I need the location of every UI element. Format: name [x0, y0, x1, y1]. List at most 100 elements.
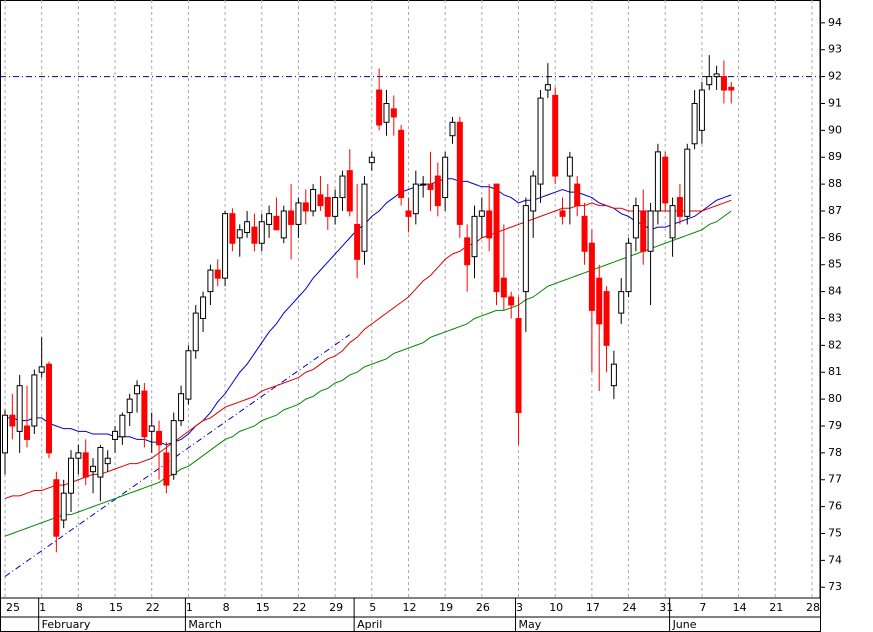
candle-body — [192, 312, 199, 352]
candle-body — [728, 86, 735, 91]
candle-body — [24, 425, 31, 440]
x-tick-label: 10 — [549, 601, 563, 614]
candle-body — [662, 156, 669, 204]
y-tick-label: 84 — [828, 285, 842, 298]
candle-body — [368, 156, 375, 164]
month-label: May — [519, 618, 542, 631]
candle-body — [669, 205, 676, 239]
x-tick-label: 15 — [256, 601, 270, 614]
candle-body — [376, 89, 383, 126]
candle-body — [2, 414, 8, 454]
candle-body — [405, 210, 412, 217]
month-label: April — [357, 618, 382, 631]
y-tick-label: 93 — [828, 43, 842, 56]
plot-border — [0, 0, 821, 632]
candle-body — [302, 202, 309, 212]
candle-body — [588, 242, 595, 311]
candle-body — [273, 215, 280, 231]
y-tick-label: 83 — [828, 311, 842, 324]
x-tick-label: 19 — [439, 601, 453, 614]
candle-body — [559, 210, 566, 217]
x-tick-label: 1 — [39, 601, 46, 614]
candle-body — [640, 210, 647, 252]
x-tick-label: 21 — [769, 601, 783, 614]
candle-body — [647, 210, 654, 252]
candle-body — [500, 277, 507, 298]
month-label: March — [188, 618, 222, 631]
candle-body — [163, 452, 170, 486]
candle-body — [420, 183, 427, 186]
x-tick-label: 5 — [369, 601, 376, 614]
candle-body — [574, 183, 581, 207]
y-tick-label: 77 — [828, 473, 842, 486]
x-tick-label: 1 — [186, 601, 193, 614]
y-tick-label: 85 — [828, 258, 842, 271]
candle-body — [97, 446, 104, 478]
candle-body — [530, 175, 537, 212]
x-tick-label: 12 — [402, 601, 416, 614]
candle-body — [280, 210, 287, 239]
candle-body — [60, 492, 67, 521]
candle-body — [632, 205, 639, 239]
candle-body — [324, 197, 331, 217]
candle-body — [82, 452, 89, 478]
x-tick-label: 15 — [109, 601, 123, 614]
candle-body — [456, 121, 463, 225]
candle-body — [75, 452, 82, 459]
x-tick-label: 29 — [329, 601, 343, 614]
candle-body — [214, 269, 221, 279]
y-tick-label: 89 — [828, 150, 842, 163]
candle-body — [390, 108, 397, 118]
candle-body — [200, 296, 207, 319]
candle-body — [434, 175, 441, 207]
x-tick-label: 22 — [292, 601, 306, 614]
y-tick-label: 87 — [828, 204, 842, 217]
candle-body — [251, 226, 258, 244]
candle-body — [16, 385, 23, 432]
candle-body — [596, 277, 603, 325]
candle-body — [449, 121, 456, 137]
candle-body — [339, 175, 346, 199]
candle-body — [53, 479, 60, 537]
candle-body — [126, 398, 133, 414]
candle-body — [222, 213, 229, 279]
x-tick-label: 8 — [223, 601, 230, 614]
candle-body — [141, 390, 148, 438]
x-tick-label: 7 — [699, 601, 706, 614]
moving-average — [4, 210, 732, 537]
candle-body — [515, 317, 522, 414]
candle-body — [427, 183, 434, 190]
candle-body — [713, 73, 720, 78]
y-tick-label: 75 — [828, 526, 842, 539]
x-tick-label: 26 — [476, 601, 490, 614]
candle-body — [508, 296, 515, 306]
candle-body — [258, 221, 265, 244]
x-tick-label: 22 — [146, 601, 160, 614]
candle-body — [698, 89, 705, 131]
candle-body — [706, 76, 713, 86]
candle-body — [566, 156, 573, 177]
candle-body — [185, 350, 192, 400]
trendline — [4, 334, 351, 577]
candle-body — [654, 151, 661, 212]
x-tick-label: 8 — [76, 601, 83, 614]
candle-body — [236, 229, 243, 239]
x-tick-label: 24 — [623, 601, 637, 614]
candle-body — [31, 374, 38, 427]
candle-body — [720, 76, 727, 91]
candle-body — [412, 183, 419, 215]
candle-body — [625, 242, 632, 293]
candle-body — [361, 183, 368, 252]
candle-body — [310, 188, 317, 212]
y-tick-label: 80 — [828, 392, 842, 405]
y-tick-label: 94 — [828, 16, 842, 29]
candle-body — [442, 156, 449, 199]
candle-body — [552, 94, 559, 177]
moving-average — [4, 199, 732, 500]
candle-body — [354, 223, 361, 260]
y-tick-label: 92 — [828, 70, 842, 83]
candle-body — [676, 197, 683, 217]
y-tick-label: 74 — [828, 553, 842, 566]
